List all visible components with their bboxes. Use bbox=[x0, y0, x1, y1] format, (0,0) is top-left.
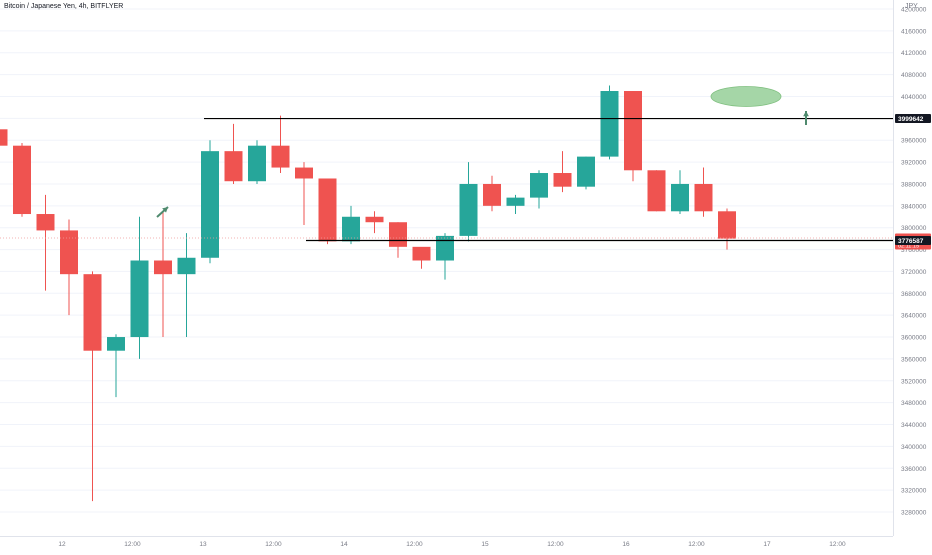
candle-body bbox=[506, 197, 525, 206]
candle-body bbox=[107, 337, 125, 351]
resistance-price-label: 3999642 bbox=[898, 116, 924, 123]
y-tick-label: 3840000 bbox=[901, 203, 927, 210]
candle-body bbox=[647, 170, 666, 212]
candle-body bbox=[694, 183, 713, 212]
x-tick-label: 12:00 bbox=[124, 541, 141, 548]
y-tick-label: 3920000 bbox=[901, 160, 927, 167]
candle-body bbox=[624, 91, 642, 171]
x-tick-label: 12 bbox=[58, 541, 66, 548]
y-tick-label: 3800000 bbox=[901, 225, 927, 232]
candles bbox=[0, 85, 736, 502]
candle-body bbox=[483, 183, 501, 206]
candle-body bbox=[295, 167, 313, 179]
y-axis: 3280000 3320000 3360000 3400000 3440000 34800… bbox=[893, 0, 931, 536]
candle-body bbox=[530, 173, 548, 198]
candle-body bbox=[412, 246, 431, 261]
candle-body bbox=[342, 216, 360, 242]
y-tick-label: 3400000 bbox=[901, 444, 927, 451]
x-tick-label: 12:00 bbox=[688, 541, 705, 548]
candle-body bbox=[201, 151, 219, 258]
y-tick-label: 4120000 bbox=[901, 50, 927, 57]
y-tick-label: 3360000 bbox=[901, 466, 927, 473]
candle-body bbox=[553, 173, 572, 187]
y-tick-label: 3520000 bbox=[901, 378, 927, 385]
candle-body bbox=[365, 216, 384, 223]
candle-body bbox=[177, 257, 196, 275]
y-tick-label: 3960000 bbox=[901, 138, 927, 145]
candle-body bbox=[224, 151, 243, 182]
y-tick-label: 3600000 bbox=[901, 335, 927, 342]
y-tick-label: 4080000 bbox=[901, 72, 927, 79]
x-tick-label: 16 bbox=[622, 541, 630, 548]
candle-body bbox=[13, 145, 31, 215]
x-tick-label: 12:00 bbox=[829, 541, 846, 548]
resistance-price-label-bg bbox=[895, 114, 931, 124]
candle-body bbox=[459, 183, 478, 236]
y-tick-label: 3320000 bbox=[901, 488, 927, 495]
currency-label: JPY bbox=[905, 3, 918, 10]
candle-body bbox=[154, 260, 172, 275]
candle-body bbox=[577, 156, 595, 187]
candle-body bbox=[718, 211, 736, 239]
candle-body bbox=[389, 222, 407, 247]
candle-body bbox=[130, 260, 149, 338]
arrow-up-head bbox=[803, 111, 809, 117]
candle-body bbox=[60, 230, 78, 275]
x-tick-label: 14 bbox=[340, 541, 348, 548]
candle-body bbox=[671, 183, 689, 212]
x-tick-label: 13 bbox=[199, 541, 207, 548]
candle-body bbox=[271, 145, 290, 168]
arrow-up-right-head bbox=[162, 207, 168, 213]
support-price-label: 3776587 bbox=[898, 238, 924, 245]
candle-body bbox=[436, 235, 454, 261]
x-tick-label: 12:00 bbox=[547, 541, 564, 548]
x-tick-label: 12:00 bbox=[406, 541, 423, 548]
x-axis: 01212:001312:001412:001512:001612:001712… bbox=[0, 536, 893, 548]
countdown-label: 02:11:15 bbox=[898, 243, 919, 249]
y-tick-label: 3280000 bbox=[901, 510, 927, 517]
y-tick-label: 3440000 bbox=[901, 422, 927, 429]
y-tick-label: 3640000 bbox=[901, 313, 927, 320]
chart-title: Bitcoin / Japanese Yen, 4h, BITFLYER bbox=[4, 3, 124, 10]
candle-body bbox=[36, 214, 55, 231]
y-tick-label: 3560000 bbox=[901, 356, 927, 363]
x-tick-label: 15 bbox=[481, 541, 489, 548]
y-tick-label: 3880000 bbox=[901, 181, 927, 188]
y-tick-label: 3720000 bbox=[901, 269, 927, 276]
x-tick-label: 17 bbox=[763, 541, 771, 548]
candle-body bbox=[318, 178, 337, 242]
support-price-label-bg bbox=[895, 235, 931, 245]
candle-body bbox=[600, 91, 619, 157]
y-tick-label: 4200000 bbox=[901, 7, 927, 14]
y-tick-label: 4040000 bbox=[901, 94, 927, 101]
candle-body bbox=[83, 274, 102, 351]
candle-body bbox=[0, 129, 8, 146]
y-tick-label: 3480000 bbox=[901, 400, 927, 407]
overlays bbox=[0, 86, 893, 242]
x-tick-label: 12:00 bbox=[265, 541, 282, 548]
y-tick-label: 4160000 bbox=[901, 28, 927, 35]
y-tick-label: 3760000 bbox=[901, 247, 927, 254]
y-tick-label: 3680000 bbox=[901, 291, 927, 298]
candle-body bbox=[248, 145, 266, 182]
target-ellipse bbox=[710, 86, 782, 107]
